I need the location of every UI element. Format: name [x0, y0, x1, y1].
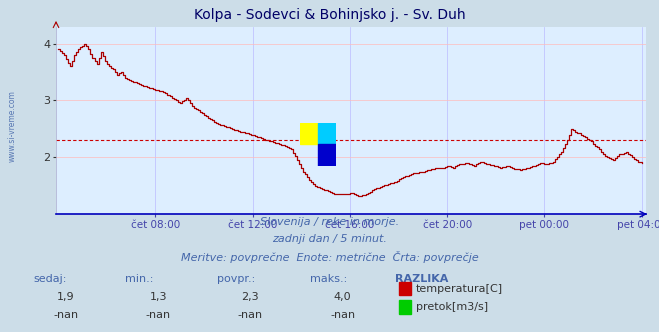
- Text: www.si-vreme.com: www.si-vreme.com: [8, 90, 17, 162]
- Text: temperatura[C]: temperatura[C]: [416, 284, 503, 293]
- Text: Meritve: povprečne  Enote: metrične  Črta: povprečje: Meritve: povprečne Enote: metrične Črta:…: [181, 251, 478, 263]
- Text: maks.:: maks.:: [310, 274, 347, 284]
- Bar: [300, 123, 318, 144]
- Text: povpr.:: povpr.:: [217, 274, 256, 284]
- Text: 2,3: 2,3: [242, 292, 259, 302]
- Text: sedaj:: sedaj:: [33, 274, 67, 284]
- Text: -nan: -nan: [238, 310, 263, 320]
- Text: 1,9: 1,9: [57, 292, 74, 302]
- Text: 4,0: 4,0: [334, 292, 351, 302]
- Text: Kolpa - Sodevci & Bohinjsko j. - Sv. Duh: Kolpa - Sodevci & Bohinjsko j. - Sv. Duh: [194, 8, 465, 22]
- Text: min.:: min.:: [125, 274, 154, 284]
- Text: -nan: -nan: [53, 310, 78, 320]
- Text: -nan: -nan: [146, 310, 171, 320]
- Text: 1,3: 1,3: [150, 292, 167, 302]
- Text: pretok[m3/s]: pretok[m3/s]: [416, 302, 488, 312]
- Text: -nan: -nan: [330, 310, 355, 320]
- Bar: [318, 123, 336, 144]
- Text: Slovenija / reke in morje.: Slovenija / reke in morje.: [260, 217, 399, 227]
- Bar: [318, 144, 336, 166]
- Text: RAZLIKA: RAZLIKA: [395, 274, 449, 284]
- Text: zadnji dan / 5 minut.: zadnji dan / 5 minut.: [272, 234, 387, 244]
